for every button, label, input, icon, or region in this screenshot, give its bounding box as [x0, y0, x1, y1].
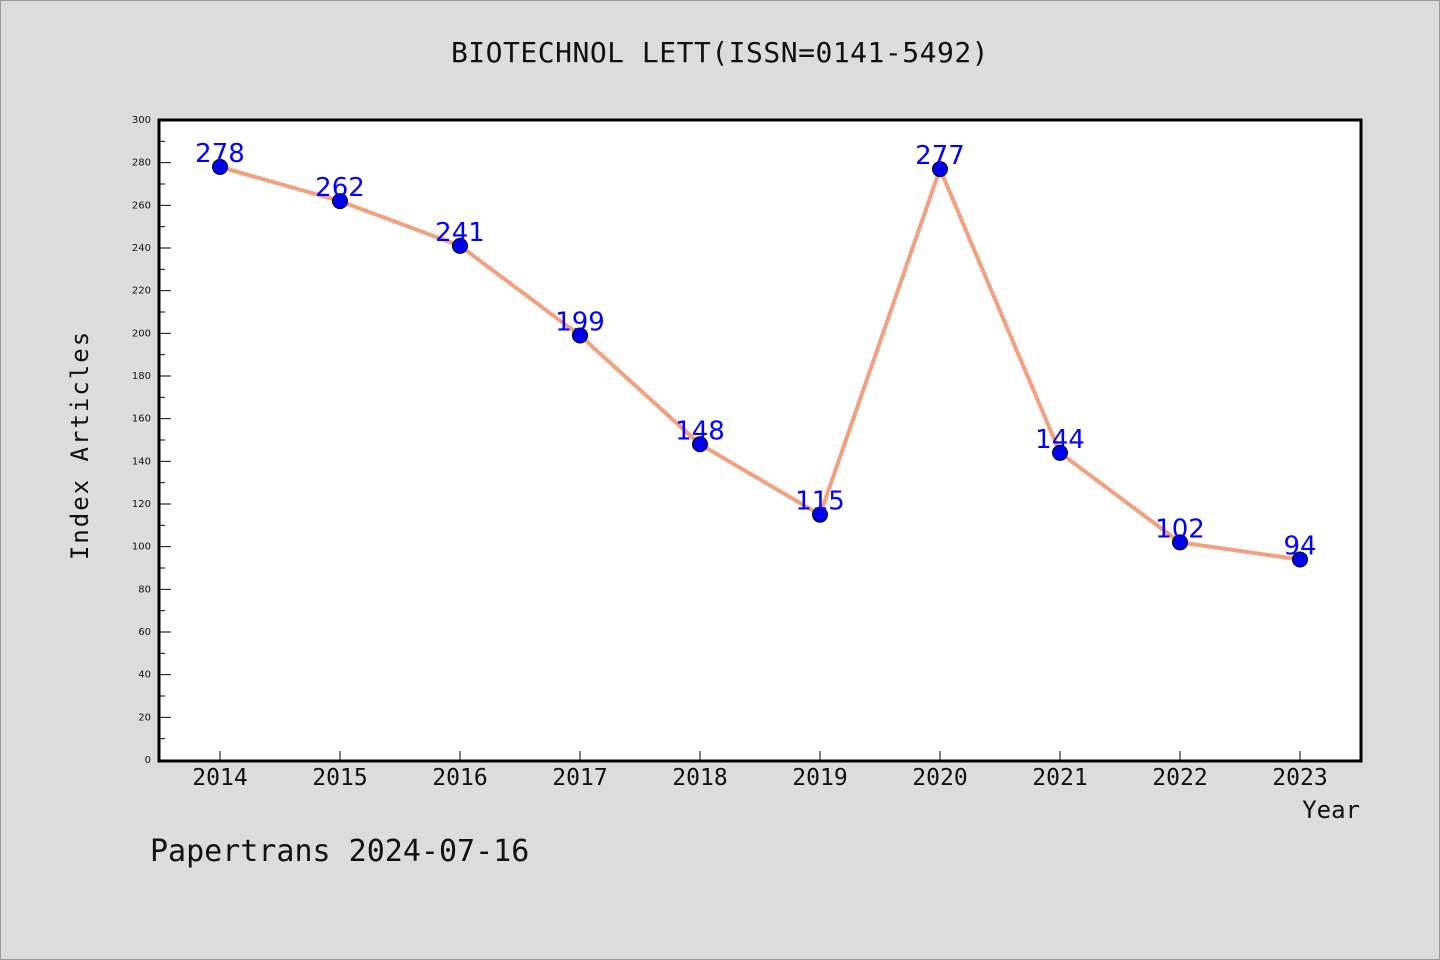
data-point — [692, 436, 708, 453]
plot-area — [159, 120, 1361, 761]
y-tick-label: 140 — [132, 456, 151, 467]
y-tick-label: 220 — [132, 286, 151, 297]
data-point — [1052, 444, 1068, 461]
y-tick-label: 120 — [132, 499, 151, 510]
data-point — [332, 193, 348, 210]
series-layer: 278 262 241 199 148 115 277 144 102 94 — [195, 139, 1317, 568]
data-label: 241 — [435, 218, 485, 248]
data-label: 148 — [675, 416, 725, 446]
x-tick-label: 2023 — [1272, 765, 1327, 791]
y-axis-title: Index Articles — [66, 329, 94, 561]
x-tick-label: 2014 — [192, 765, 247, 791]
plot-border — [157, 118, 1363, 763]
footer-text: Papertrans 2024-07-16 — [150, 834, 530, 869]
data-point — [812, 506, 828, 523]
series-line — [218, 164, 1302, 562]
x-tick-label: 2020 — [912, 765, 967, 791]
data-point — [1292, 551, 1308, 568]
x-tick-label: 2019 — [792, 765, 847, 791]
data-label: 115 — [795, 487, 845, 517]
y-tick-label: 40 — [138, 670, 151, 681]
y-tick-label: 300 — [132, 115, 151, 126]
x-tick-label: 2022 — [1152, 765, 1207, 791]
y-tick-label: 280 — [132, 158, 151, 169]
data-label: 277 — [915, 141, 965, 171]
y-tick-label: 200 — [132, 328, 151, 339]
data-label: 278 — [195, 139, 245, 169]
y-tick-label: 60 — [138, 627, 151, 638]
x-tick-label: 2016 — [432, 765, 487, 791]
data-point — [1172, 534, 1188, 551]
y-tick-label: 260 — [132, 200, 151, 211]
y-tick-label: 20 — [138, 712, 151, 723]
x-tick-label: 2017 — [552, 765, 607, 791]
y-tick-label: 0 — [145, 755, 151, 766]
data-point — [452, 237, 468, 254]
y-tick-label: 240 — [132, 243, 151, 254]
y-tick-label: 100 — [132, 542, 151, 553]
axis-ticks: 0 20 40 60 80 100 120 140 160 180 200 220 240 260 280 3… — [132, 115, 1328, 791]
y-tick-label: 180 — [132, 371, 151, 382]
data-point — [212, 158, 228, 175]
data-label: 144 — [1035, 425, 1085, 455]
x-tick-label: 2015 — [312, 765, 367, 791]
chart-title: BIOTECHNOL LETT(ISSN=0141-5492) — [450, 36, 990, 69]
data-point — [932, 161, 948, 178]
y-tick-label: 160 — [132, 414, 151, 425]
x-tick-label: 2018 — [672, 765, 727, 791]
data-label: 102 — [1155, 514, 1205, 544]
x-axis-title: Year — [1302, 796, 1360, 824]
y-tick-label: 80 — [138, 584, 151, 595]
data-label: 199 — [555, 307, 605, 337]
data-label: 262 — [315, 173, 365, 203]
data-label: 94 — [1283, 531, 1316, 561]
data-point — [572, 327, 588, 344]
x-tick-label: 2021 — [1032, 765, 1087, 791]
